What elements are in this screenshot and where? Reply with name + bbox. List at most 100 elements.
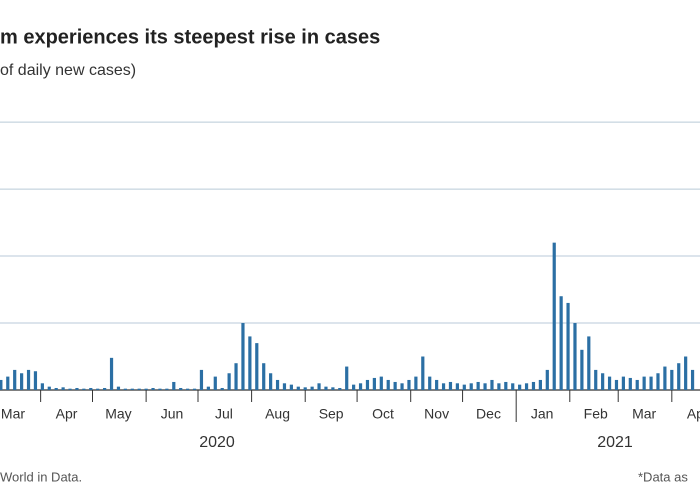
bar — [393, 381, 397, 390]
bar — [518, 384, 522, 390]
bar — [206, 386, 210, 390]
bar — [656, 373, 660, 390]
bar — [684, 356, 688, 390]
bar — [61, 387, 65, 390]
bar — [455, 383, 459, 390]
bar — [20, 373, 24, 390]
bar — [331, 387, 335, 390]
bar — [13, 369, 17, 390]
bar — [365, 379, 370, 390]
bar — [352, 384, 356, 390]
bar — [269, 373, 273, 390]
bar — [130, 388, 134, 390]
bar — [6, 376, 10, 390]
bar — [186, 388, 190, 390]
bar — [469, 383, 473, 390]
bar — [635, 379, 639, 390]
bar — [538, 379, 542, 390]
bar — [448, 381, 453, 390]
bar — [96, 388, 100, 390]
bar — [82, 388, 86, 390]
bar — [642, 376, 646, 390]
x-tick-label: Mar — [1, 406, 25, 422]
bar — [103, 387, 107, 390]
bar — [483, 383, 487, 390]
bar — [428, 376, 432, 390]
note: *Data as — [638, 469, 688, 484]
bar — [0, 379, 3, 390]
bar — [40, 383, 44, 390]
bar — [614, 379, 619, 390]
bar — [545, 369, 549, 390]
bar — [345, 366, 349, 390]
bar — [151, 387, 155, 390]
bar — [289, 384, 293, 390]
bar — [75, 387, 79, 390]
bar — [116, 386, 121, 390]
bar — [524, 383, 529, 390]
bar — [435, 379, 439, 390]
bar — [241, 323, 245, 390]
x-tick-label: Nov — [424, 406, 449, 422]
bar — [559, 296, 563, 390]
bar — [372, 377, 376, 390]
bar — [358, 383, 363, 390]
x-tick-label: Apr — [56, 406, 78, 422]
bar — [234, 363, 238, 390]
bar — [123, 388, 127, 390]
bar — [199, 369, 204, 390]
x-tick-label: May — [105, 406, 131, 422]
bar — [338, 387, 342, 390]
bar — [594, 369, 598, 390]
bar — [379, 376, 383, 390]
bar — [248, 336, 252, 390]
bar — [317, 383, 321, 390]
bar — [213, 376, 217, 390]
bar — [407, 379, 411, 390]
bar — [310, 386, 314, 390]
bar — [324, 386, 328, 390]
bar — [441, 383, 446, 390]
x-tick-label: Mar — [632, 406, 656, 422]
bar — [296, 386, 300, 390]
bar — [282, 383, 287, 390]
chart-title: m experiences its steepest rise in cases — [0, 26, 380, 48]
year-label: 2020 — [199, 434, 235, 451]
bar — [54, 387, 58, 390]
bar — [566, 302, 570, 390]
bar — [68, 388, 72, 390]
bar — [33, 371, 38, 390]
x-tick-label: Feb — [584, 406, 608, 422]
bar — [275, 379, 280, 390]
bar — [663, 366, 667, 390]
bar — [670, 369, 674, 390]
bar — [531, 381, 536, 390]
bar — [255, 343, 259, 390]
bar — [172, 381, 176, 390]
bar — [677, 363, 681, 390]
bar — [462, 384, 466, 390]
bar — [587, 336, 591, 390]
bar — [573, 323, 577, 390]
bar — [490, 379, 494, 390]
x-tick-label: Dec — [476, 406, 501, 422]
bar — [421, 356, 425, 390]
bar — [649, 376, 653, 390]
bar — [192, 388, 197, 390]
chart-subtitle: of daily new cases) — [0, 62, 136, 79]
source: World in Data. — [0, 469, 82, 484]
x-tick-label: Oct — [372, 406, 394, 422]
bar — [628, 377, 632, 390]
bar — [144, 388, 148, 390]
bar — [476, 381, 480, 390]
bar — [158, 388, 162, 390]
year-label: 2021 — [597, 434, 633, 451]
bar — [497, 383, 501, 390]
bar — [165, 388, 169, 390]
bar — [690, 369, 695, 390]
bar — [227, 373, 231, 390]
x-tick-label: Jan — [531, 406, 554, 422]
bar — [220, 387, 224, 390]
